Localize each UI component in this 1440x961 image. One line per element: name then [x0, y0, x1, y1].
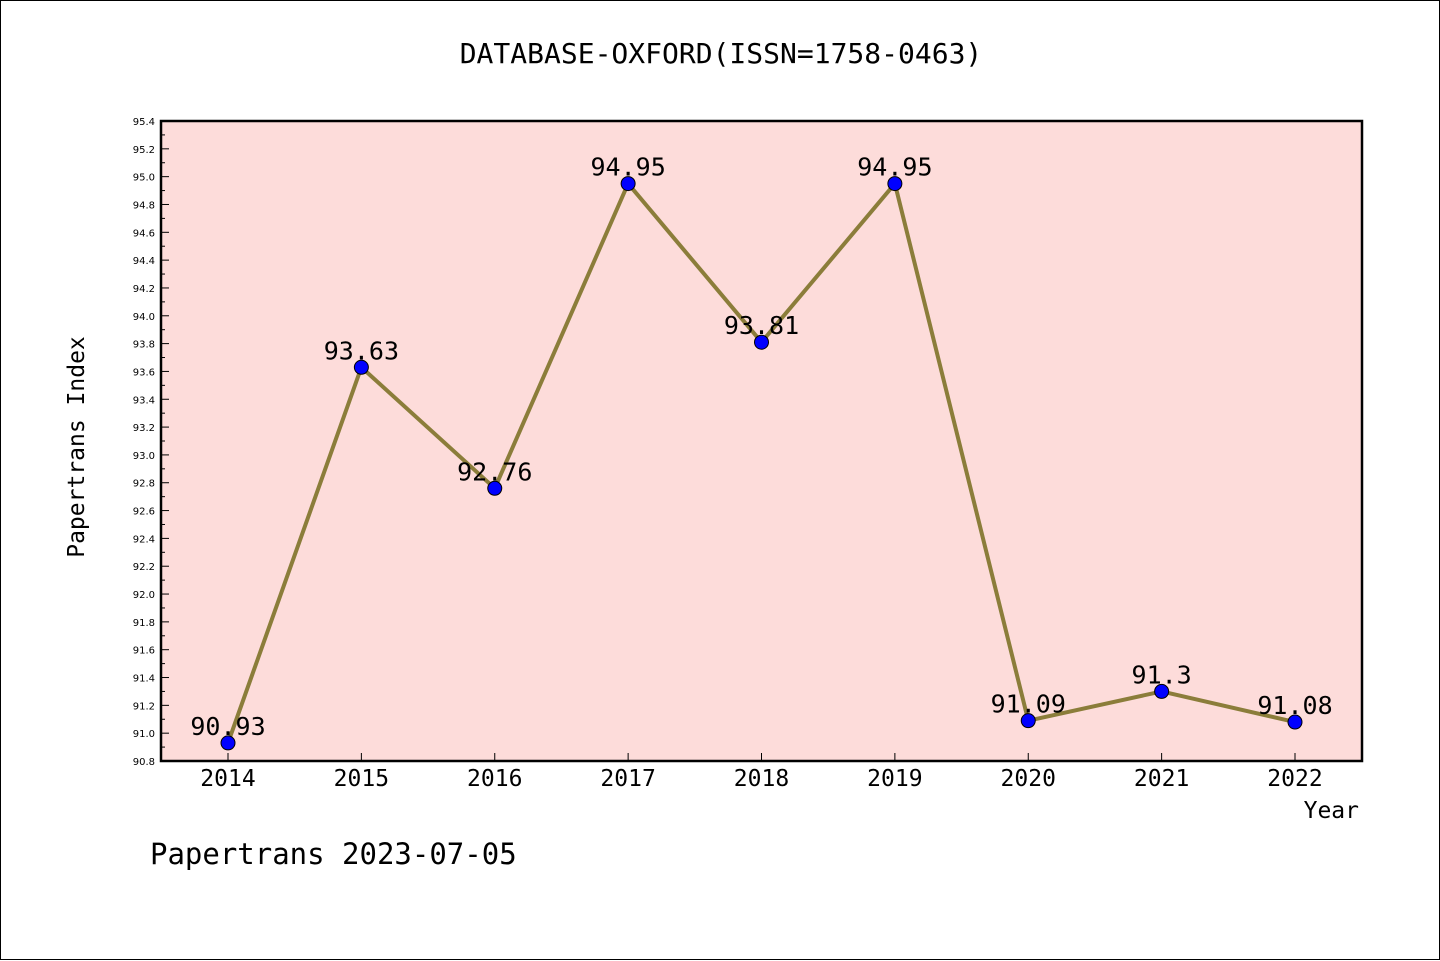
y-tick-label: 94.6: [133, 228, 155, 239]
x-tick-label: 2018: [734, 766, 789, 792]
x-tick-label: 2019: [867, 766, 922, 792]
y-tick-label: 93.6: [133, 367, 155, 378]
x-tick-label: 2015: [334, 766, 389, 792]
plot-area: [161, 121, 1362, 761]
data-point: [620, 176, 636, 192]
chart-title: DATABASE-OXFORD(ISSN=1758-0463): [459, 37, 983, 70]
y-tick-label: 95.4: [133, 117, 155, 128]
y-tick-label: 91.8: [133, 618, 155, 629]
x-tick-label: 2017: [600, 766, 655, 792]
y-tick-label: 91.4: [133, 674, 155, 685]
data-label: 92.76: [457, 457, 532, 486]
y-tick-label: 91.0: [133, 729, 155, 740]
y-tick-label: 94.8: [133, 200, 155, 211]
y-tick-label: 94.0: [133, 312, 155, 323]
data-point: [887, 176, 903, 192]
y-tick-label: 93.2: [133, 423, 155, 434]
data-point: [754, 334, 769, 350]
data-label: 91.09: [991, 690, 1066, 719]
y-tick-label: 91.6: [133, 646, 155, 657]
x-tick-label: 2020: [1001, 766, 1056, 792]
data-label: 93.81: [724, 311, 799, 340]
data-point: [220, 735, 236, 751]
data-label: 90.93: [190, 712, 265, 741]
x-tick-label: 2021: [1134, 766, 1189, 792]
x-tick-label: 2022: [1267, 766, 1322, 792]
x-tick-label: 2016: [467, 766, 522, 792]
y-tick-label: 92.4: [133, 534, 155, 545]
x-tick-label: 2014: [200, 766, 255, 792]
plot-border: [159, 119, 1364, 763]
data-label: 93.63: [324, 336, 399, 365]
data-label: 91.3: [1132, 660, 1192, 689]
y-tick-label: 90.8: [133, 757, 155, 768]
y-tick-label: 93.4: [133, 395, 155, 406]
y-tick-label: 93.8: [133, 340, 155, 351]
data-point: [353, 359, 369, 375]
y-tick-label: 92.8: [133, 479, 155, 490]
y-tick-label: 91.2: [133, 701, 155, 712]
data-label: 91.08: [1257, 691, 1332, 720]
footer-text: Papertrans 2023-07-05: [150, 837, 517, 871]
y-tick-label: 93.0: [133, 451, 155, 462]
y-tick-label: 92.0: [133, 590, 155, 601]
y-tick-label: 94.4: [133, 256, 155, 267]
data-point: [487, 480, 503, 496]
y-tick-label: 95.2: [133, 145, 155, 156]
y-tick-label: 92.2: [133, 562, 155, 573]
x-axis-label: Year: [1303, 798, 1359, 824]
data-label: 94.95: [857, 153, 932, 182]
data-point: [1154, 683, 1170, 699]
y-tick-label: 94.2: [133, 284, 155, 295]
data-point: [1287, 714, 1303, 730]
y-tick-label: 92.6: [133, 507, 155, 518]
data-point: [1020, 713, 1036, 729]
y-tick-label: 95.0: [133, 173, 155, 184]
data-label: 94.95: [590, 153, 665, 182]
